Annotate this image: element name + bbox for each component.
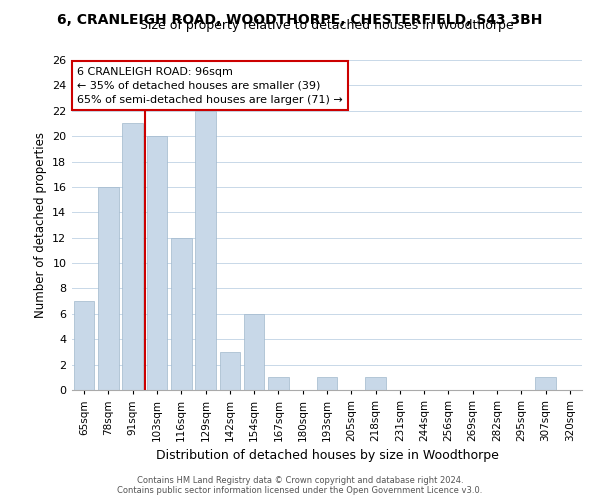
Y-axis label: Number of detached properties: Number of detached properties xyxy=(34,132,47,318)
Bar xyxy=(220,352,240,390)
Bar xyxy=(535,378,556,390)
Bar xyxy=(317,378,337,390)
Title: Size of property relative to detached houses in Woodthorpe: Size of property relative to detached ho… xyxy=(140,20,514,32)
Bar xyxy=(74,301,94,390)
Bar xyxy=(365,378,386,390)
Text: 6, CRANLEIGH ROAD, WOODTHORPE, CHESTERFIELD, S43 3BH: 6, CRANLEIGH ROAD, WOODTHORPE, CHESTERFI… xyxy=(58,12,542,26)
Bar xyxy=(122,124,143,390)
Bar xyxy=(268,378,289,390)
Text: Contains HM Land Registry data © Crown copyright and database right 2024.
Contai: Contains HM Land Registry data © Crown c… xyxy=(118,476,482,495)
Bar xyxy=(146,136,167,390)
Bar xyxy=(195,111,216,390)
Bar xyxy=(244,314,265,390)
X-axis label: Distribution of detached houses by size in Woodthorpe: Distribution of detached houses by size … xyxy=(155,450,499,462)
Text: 6 CRANLEIGH ROAD: 96sqm
← 35% of detached houses are smaller (39)
65% of semi-de: 6 CRANLEIGH ROAD: 96sqm ← 35% of detache… xyxy=(77,66,343,104)
Bar xyxy=(171,238,191,390)
Bar xyxy=(98,187,119,390)
